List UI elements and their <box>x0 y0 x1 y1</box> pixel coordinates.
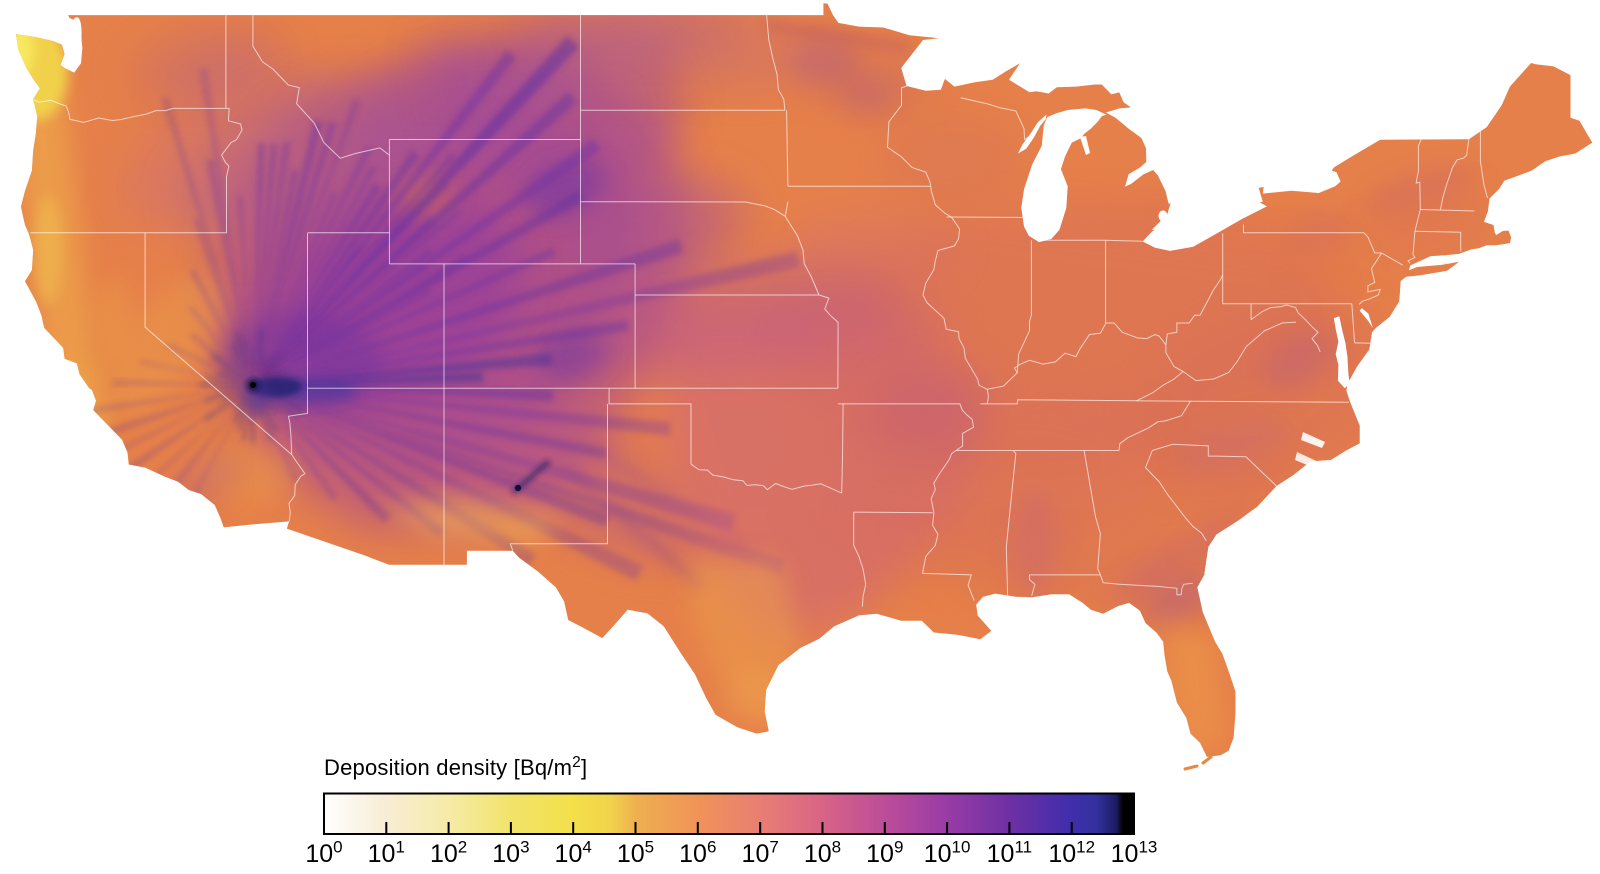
svg-text:101: 101 <box>368 838 405 869</box>
svg-text:Deposition density [Bq/m2]: Deposition density [Bq/m2] <box>324 754 587 780</box>
svg-text:1010: 1010 <box>924 838 971 869</box>
